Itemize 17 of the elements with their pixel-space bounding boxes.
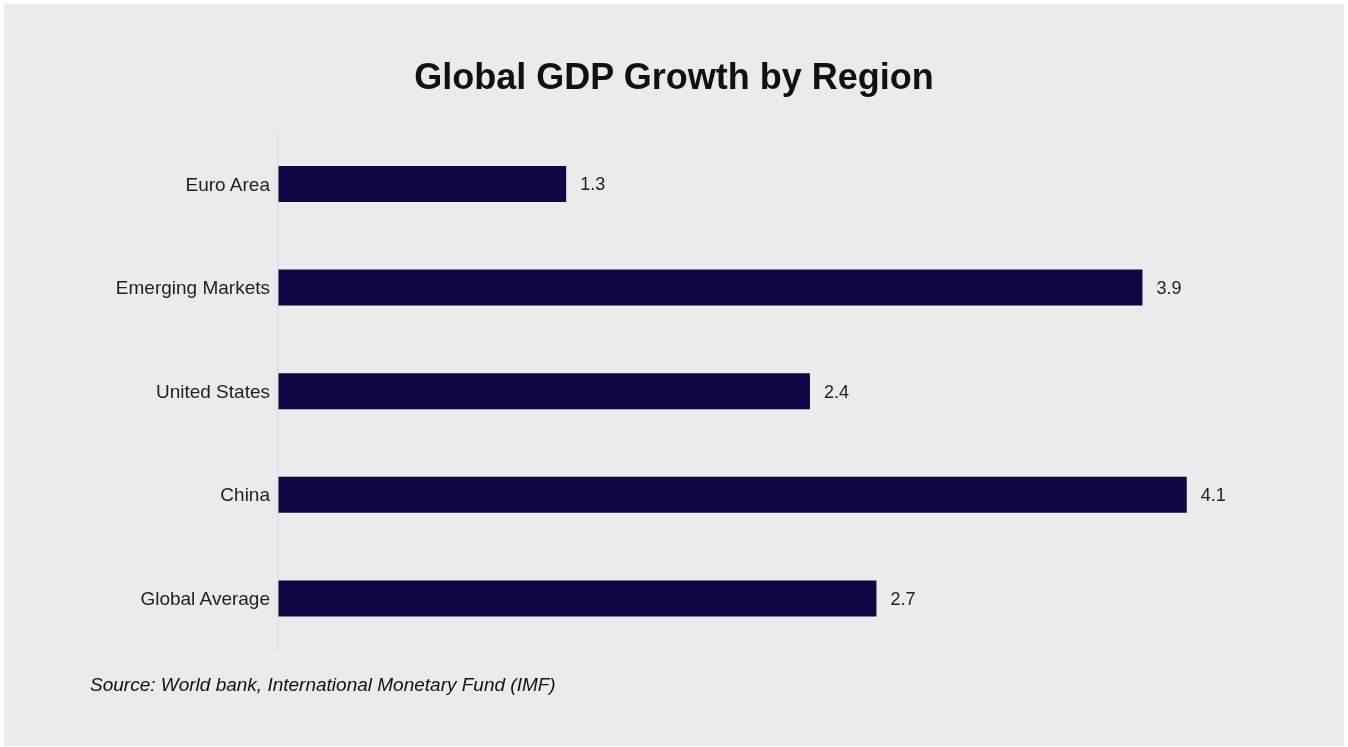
data-label: 1.3 [580,174,606,195]
bar [278,580,877,617]
data-label: 2.7 [890,588,916,609]
y-tick-label: Global Average [140,587,270,609]
bar [278,166,567,202]
bar [278,373,810,410]
data-label: 2.4 [823,381,849,402]
data-label: 4.1 [1200,485,1226,506]
bar [278,476,1187,513]
chart-title: Global GDP Growth by Region [413,56,935,98]
y-tick-label: Euro Area [185,173,271,195]
source-note: Source: World bank, International Monetary Fund (IMF) [90,674,556,696]
y-tick-label: Emerging Markets [115,277,270,299]
y-tick-label: China [220,484,271,506]
bar [278,269,1143,306]
data-label: 3.9 [1156,277,1182,298]
y-tick-label: United States [155,380,270,402]
